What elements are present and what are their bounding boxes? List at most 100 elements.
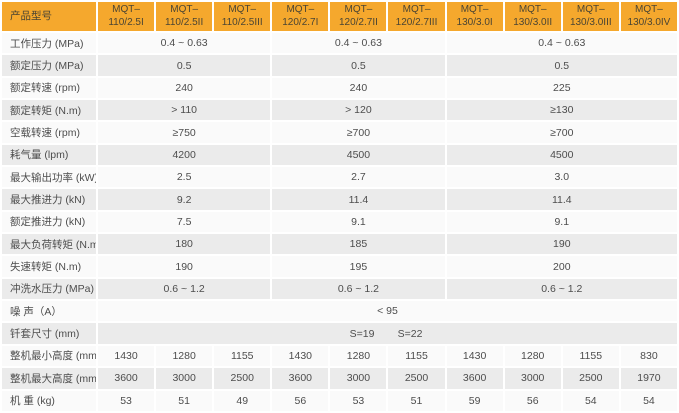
spec-value-cell: 1280 — [330, 345, 387, 367]
spec-value-cell: 185 — [272, 234, 445, 255]
spec-value-cell: 11.4 — [446, 189, 677, 210]
spec-value-cell: 225 — [446, 77, 677, 99]
spec-row-min-overall-height: 整机最小高度 (mm) 1430 1280 1155 1430 1280 115… — [2, 345, 677, 367]
spec-row-rated-thrust: 额定推进力 (kN) 7.5 9.1 9.1 — [2, 211, 677, 233]
row-label: 最大推进力 (kN) — [2, 189, 96, 210]
row-label: 额定转速 (rpm) — [2, 77, 96, 99]
spec-row-max-overall-height: 整机最大高度 (mm) 3600 3000 2500 3600 3000 250… — [2, 368, 677, 389]
spec-value-cell: 59 — [446, 390, 503, 411]
spec-value-cell: 830 — [620, 345, 677, 367]
spec-value-cell: 1155 — [388, 345, 445, 367]
header-product-model-label: 产品型号 — [2, 2, 96, 31]
row-label: 冲洗水压力 (MPa) — [2, 278, 96, 300]
spec-value-cell: 0.6 ~ 1.2 — [98, 278, 271, 300]
spec-row-rated-torque: 额定转矩 (N.m) > 110 > 120 ≥130 — [2, 100, 677, 121]
spec-value-cell: 2500 — [388, 368, 445, 389]
row-label: 额定推进力 (kN) — [2, 211, 96, 233]
spec-value-cell: ≥130 — [446, 100, 677, 121]
spec-value-cell: 4500 — [272, 144, 445, 166]
row-label: 额定转矩 (N.m) — [2, 100, 96, 121]
spec-value-cell: 9.1 — [446, 211, 677, 233]
row-label: 工作压力 (MPa) — [2, 33, 96, 54]
header-model-cell: MQT– 130/3.0II — [504, 2, 561, 31]
spec-value-cell: 1280 — [156, 345, 213, 367]
spec-value-cell: 56 — [272, 390, 329, 411]
spec-value-cell: 3000 — [504, 368, 561, 389]
spec-value-cell: 0.5 — [446, 55, 677, 76]
spec-value-cell: 2500 — [214, 368, 271, 389]
row-label: 最大负荷转矩 (N.m) — [2, 234, 96, 255]
spec-value-cell: > 110 — [98, 100, 271, 121]
spec-value-cell: 0.4 ~ 0.63 — [98, 33, 271, 54]
spec-value-cell: 0.5 — [98, 55, 271, 76]
spec-row-rated-speed: 额定转速 (rpm) 240 240 225 — [2, 77, 677, 99]
spec-value-cell: 2.7 — [272, 167, 445, 188]
row-label: 最大输出功率 (kW) — [2, 167, 96, 188]
sleeve-size-s22: S=22 — [397, 327, 423, 340]
spec-row-working-pressure: 工作压力 (MPa) 0.4 ~ 0.63 0.4 ~ 0.63 0.4 ~ 0… — [2, 33, 677, 54]
spec-value-cell: 9.2 — [98, 189, 271, 210]
spec-value-cell: 0.4 ~ 0.63 — [446, 33, 677, 54]
row-label: 机 重 (kg) — [2, 390, 96, 411]
spec-value-cell: 7.5 — [98, 211, 271, 233]
spec-row-noise: 噪 声（A） < 95 — [2, 301, 677, 322]
spec-value-cell: 0.4 ~ 0.63 — [272, 33, 445, 54]
spec-value-cell: 3600 — [272, 368, 329, 389]
spec-value-cell: 53 — [330, 390, 387, 411]
spec-value-cell: 0.6 ~ 1.2 — [272, 278, 445, 300]
spec-value-cell: < 95 — [98, 301, 677, 322]
spec-value-cell: S=19 S=22 — [98, 323, 677, 344]
spec-value-cell: 195 — [272, 256, 445, 277]
spec-value-cell: 1280 — [504, 345, 561, 367]
spec-value-cell: 53 — [98, 390, 155, 411]
spec-value-cell: 51 — [156, 390, 213, 411]
spec-value-cell: 190 — [446, 234, 677, 255]
spec-row-stall-torque: 失速转矩 (N.m) 190 195 200 — [2, 256, 677, 277]
spec-value-cell: 1970 — [620, 368, 677, 389]
spec-row-rated-pressure: 额定压力 (MPa) 0.5 0.5 0.5 — [2, 55, 677, 76]
header-model-cell: MQT– 130/3.0III — [562, 2, 619, 31]
spec-value-cell: 56 — [504, 390, 561, 411]
spec-row-noload-speed: 空载转速 (rpm) ≥750 ≥700 ≥700 — [2, 122, 677, 143]
spec-row-air-consumption: 耗气量 (lpm) 4200 4500 4500 — [2, 144, 677, 166]
spec-value-cell: 3.0 — [446, 167, 677, 188]
row-label: 整机最小高度 (mm) — [2, 345, 96, 367]
sleeve-size-s19: S=19 — [349, 327, 375, 340]
spec-value-cell: 2500 — [562, 368, 619, 389]
header-model-cell: MQT– 120/2.7II — [330, 2, 387, 31]
header-model-cell: MQT– 130/3.0IV — [620, 2, 677, 31]
spec-value-cell: 4200 — [98, 144, 271, 166]
spec-value-cell: 11.4 — [272, 189, 445, 210]
spec-value-cell: 51 — [388, 390, 445, 411]
spec-value-cell: 0.5 — [272, 55, 445, 76]
spec-row-flushing-water-pressure: 冲洗水压力 (MPa) 0.6 ~ 1.2 0.6 ~ 1.2 0.6 ~ 1.… — [2, 278, 677, 300]
spec-value-cell: 1430 — [272, 345, 329, 367]
spec-value-cell: > 120 — [272, 100, 445, 121]
row-label: 失速转矩 (N.m) — [2, 256, 96, 277]
spec-value-cell: 9.1 — [272, 211, 445, 233]
spec-value-cell: 240 — [98, 77, 271, 99]
spec-value-cell: 54 — [620, 390, 677, 411]
spec-value-cell: ≥700 — [272, 122, 445, 143]
row-label: 整机最大高度 (mm) — [2, 368, 96, 389]
spec-value-cell: 190 — [98, 256, 271, 277]
spec-value-cell: 200 — [446, 256, 677, 277]
spec-value-cell: ≥700 — [446, 122, 677, 143]
spec-row-max-thrust: 最大推进力 (kN) 9.2 11.4 11.4 — [2, 189, 677, 210]
row-label: 额定压力 (MPa) — [2, 55, 96, 76]
header-model-cell: MQT– 110/2.5II — [156, 2, 213, 31]
spec-row-max-output-power: 最大输出功率 (kW) 2.5 2.7 3.0 — [2, 167, 677, 188]
spec-value-cell: 1155 — [214, 345, 271, 367]
header-model-cell: MQT– 130/3.0I — [446, 2, 503, 31]
spec-value-cell: 3000 — [156, 368, 213, 389]
header-model-cell: MQT– 110/2.5III — [214, 2, 271, 31]
spec-value-cell: 49 — [214, 390, 271, 411]
spec-value-cell: 1430 — [446, 345, 503, 367]
spec-value-cell: 2.5 — [98, 167, 271, 188]
spec-value-cell: 3000 — [330, 368, 387, 389]
spec-value-cell: ≥750 — [98, 122, 271, 143]
spec-row-max-load-torque: 最大负荷转矩 (N.m) 180 185 190 — [2, 234, 677, 255]
row-label: 噪 声（A） — [2, 301, 96, 322]
spec-value-cell: 0.6 ~ 1.2 — [446, 278, 677, 300]
header-row: 产品型号 MQT– 110/2.5I MQT– 110/2.5II MQT– 1… — [2, 2, 677, 31]
